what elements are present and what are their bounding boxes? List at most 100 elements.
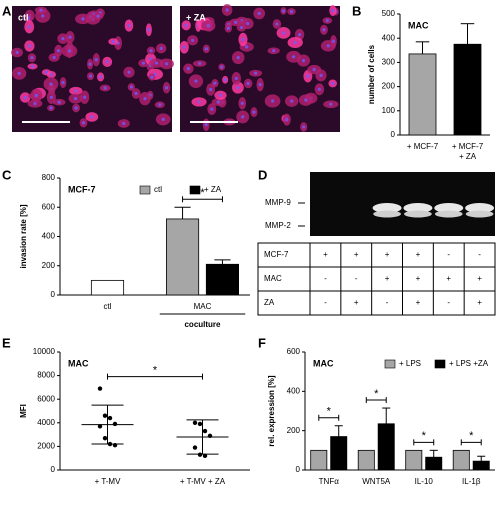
cell: + xyxy=(477,274,482,283)
data-point xyxy=(102,413,108,418)
nucleus xyxy=(68,35,72,39)
nucleus xyxy=(254,71,258,75)
nucleus xyxy=(98,75,103,79)
nucleus xyxy=(285,118,289,122)
y-tick-label: 4000 xyxy=(37,418,55,427)
x-tick-line: + T-MV + ZA xyxy=(180,477,226,486)
nucleus xyxy=(236,86,240,90)
nucleus xyxy=(105,60,109,64)
nucleus xyxy=(289,9,294,14)
nucleus xyxy=(275,22,279,26)
cell: + xyxy=(446,274,451,283)
y-tick-label: 400 xyxy=(287,386,301,395)
bar xyxy=(205,263,240,296)
bar xyxy=(453,43,482,136)
x-tick-line: ctl xyxy=(104,302,112,311)
nucleus xyxy=(141,61,146,65)
nucleus xyxy=(49,95,53,99)
nucleus xyxy=(213,81,217,85)
nucleus xyxy=(291,55,296,59)
x-tick-label: WNT5A xyxy=(362,477,391,486)
bar xyxy=(452,449,470,471)
nucleus xyxy=(61,37,65,41)
nucleus xyxy=(73,96,78,101)
nucleus xyxy=(49,82,53,86)
nucleus xyxy=(297,33,302,37)
y-tick-label: 0 xyxy=(391,130,396,139)
row-label: MCF-7 xyxy=(264,250,289,259)
x-tick-line: TNFα xyxy=(319,477,340,486)
cell: + xyxy=(354,250,359,259)
bar xyxy=(330,436,348,471)
panel-label: F xyxy=(258,335,266,350)
legend-label: + LPS xyxy=(399,359,421,368)
cell: - xyxy=(386,298,389,307)
y-axis-label: MFI xyxy=(19,404,28,418)
nucleus xyxy=(74,106,78,110)
y-tick-label: 200 xyxy=(382,82,396,91)
band-label: MMP-2 xyxy=(265,221,291,230)
x-tick-line: IL-10 xyxy=(415,477,434,486)
nucleus xyxy=(159,46,163,50)
image-label: ctl xyxy=(18,12,29,22)
legend-swatch xyxy=(434,359,446,369)
nucleus xyxy=(245,45,249,49)
nucleus xyxy=(304,98,308,102)
legend-label: + ZA xyxy=(204,185,222,194)
sig-label: * xyxy=(200,187,205,199)
nucleus xyxy=(270,99,275,103)
nucleus xyxy=(30,64,35,69)
y-tick-label: 200 xyxy=(42,261,56,270)
band-label: MMP-9 xyxy=(265,198,291,207)
nucleus xyxy=(33,101,37,106)
nucleus xyxy=(23,95,27,100)
nucleus xyxy=(191,38,195,42)
nucleus xyxy=(111,40,115,44)
data-point xyxy=(97,386,103,391)
nucleus xyxy=(103,86,107,90)
nucleus xyxy=(164,62,169,66)
nucleus xyxy=(197,100,201,104)
x-tick-label: + T-MV + ZA xyxy=(180,477,226,486)
image-label: + ZA xyxy=(186,12,206,22)
gel-band xyxy=(434,203,464,213)
nucleus xyxy=(41,14,45,18)
nucleus xyxy=(149,49,153,53)
nucleus xyxy=(220,65,224,69)
y-tick-label: 300 xyxy=(382,58,396,67)
data-point xyxy=(102,435,108,441)
gel-band xyxy=(465,203,495,213)
row-label: MAC xyxy=(264,274,282,283)
y-tick-label: 600 xyxy=(287,347,301,356)
y-tick-label: 2000 xyxy=(37,442,55,451)
legend-swatch xyxy=(139,185,151,195)
sig-label: * xyxy=(422,430,427,442)
group-label: coculture xyxy=(184,320,221,329)
x-tick-line: + T-MV xyxy=(95,477,122,486)
nucleus xyxy=(246,21,250,26)
nucleus xyxy=(49,72,53,77)
chart-title: MCF-7 xyxy=(68,184,96,194)
x-tick-label: ctl xyxy=(104,302,112,311)
data-point xyxy=(192,420,198,425)
y-tick-label: 400 xyxy=(382,33,396,42)
nucleus xyxy=(30,56,34,60)
cell: + xyxy=(416,250,421,259)
panel-label: C xyxy=(2,167,12,182)
nucleus xyxy=(322,28,326,32)
chart-title: MAC xyxy=(408,20,429,30)
nucleus xyxy=(27,25,31,29)
nucleus xyxy=(240,101,244,105)
nucleus xyxy=(122,121,126,126)
nucleus xyxy=(331,9,335,13)
nucleus xyxy=(164,86,169,90)
panel-label: B xyxy=(352,3,361,18)
nucleus xyxy=(218,93,223,97)
cell: - xyxy=(447,250,450,259)
nucleus xyxy=(182,45,186,49)
nucleus xyxy=(319,73,323,77)
y-tick-label: 0 xyxy=(51,290,56,299)
nucleus xyxy=(204,47,208,51)
nucleus xyxy=(134,91,138,96)
